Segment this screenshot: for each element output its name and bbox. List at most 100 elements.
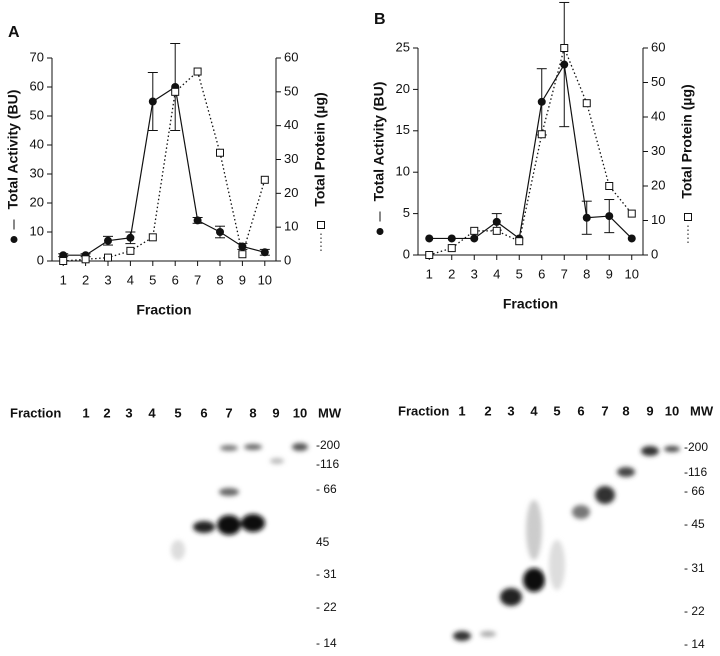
y-tick-label: 20 (396, 81, 410, 96)
gel-lane-label: 3 (507, 403, 514, 418)
point (104, 253, 112, 262)
gel-marker-label: -200 (684, 440, 708, 454)
gel-marker-label: -116 (684, 465, 707, 479)
gel-lane-label: 5 (553, 403, 560, 418)
point (148, 97, 157, 106)
y2-tick-label: 60 (284, 49, 298, 64)
x-tick-label: 10 (258, 272, 272, 287)
gel-lane-label: 8 (622, 403, 629, 418)
point (560, 44, 569, 52)
point (193, 67, 202, 76)
gel-lane-label: 9 (646, 403, 653, 418)
legend-marker (317, 221, 325, 229)
gel-bands (171, 443, 680, 641)
y2-axis-label: Total Protein (µg) (679, 84, 695, 198)
point (171, 87, 180, 96)
point (605, 182, 614, 190)
gel-marker-label: - 45 (684, 517, 705, 531)
gel-marker-label: - 14 (316, 636, 337, 650)
point (238, 242, 247, 251)
panel-label: B (374, 11, 386, 28)
legend-marker (684, 213, 692, 221)
point (605, 212, 614, 221)
x-tick-label: 2 (82, 272, 89, 287)
point (470, 234, 479, 243)
y2-tick-label: 50 (651, 74, 665, 89)
gel-lane-label: 7 (225, 405, 232, 420)
gel-marker-label: - 14 (684, 637, 705, 651)
point (59, 257, 68, 265)
point (582, 213, 591, 222)
y2-tick-label: 50 (284, 83, 298, 98)
x-tick-label: 9 (606, 266, 613, 281)
gel-lane-label: 4 (148, 405, 156, 420)
gel-lane-label: 10 (665, 403, 679, 418)
x-tick-label: 6 (538, 266, 545, 281)
gel-lane-label: 6 (577, 403, 584, 418)
x-tick-label: 3 (104, 272, 111, 287)
point (447, 244, 456, 253)
point (537, 97, 546, 106)
gel-lane-label: 1 (458, 403, 465, 418)
y2-tick-label: 40 (284, 117, 298, 132)
point (260, 248, 269, 257)
y2-tick-label: 20 (651, 177, 665, 192)
gel-marker-label: 45 (316, 535, 330, 549)
x-tick-label: 2 (448, 266, 455, 281)
gel-lane-label: 1 (82, 405, 89, 420)
gel-marker-label: - 22 (684, 604, 705, 618)
gel-lane-label: 5 (174, 405, 181, 420)
y-tick-label: 40 (30, 136, 44, 151)
point (148, 233, 157, 242)
y2-tick-label: 30 (284, 151, 298, 166)
point (238, 250, 247, 259)
x-tick-label: 8 (583, 266, 590, 281)
y2-tick-label: 10 (651, 212, 665, 227)
panel-label: A (8, 24, 20, 41)
legend-marker (376, 228, 384, 235)
gel-marker-label: - 66 (684, 484, 705, 498)
gel-lane-header: Fraction (10, 405, 61, 420)
point (627, 234, 636, 243)
point (582, 99, 591, 108)
point (193, 216, 202, 225)
x-tick-label: 8 (216, 272, 223, 287)
gel-lane-label: 3 (125, 405, 132, 420)
point (104, 236, 112, 245)
series-line (63, 86, 265, 256)
y2-tick-label: 30 (651, 143, 665, 158)
gel-lane-label: 6 (200, 405, 207, 420)
point (627, 209, 636, 218)
point (425, 234, 434, 243)
gel-lane-label: 2 (103, 405, 110, 420)
y-tick-label: 20 (30, 194, 44, 209)
point (470, 226, 479, 235)
x-tick-label: 10 (625, 266, 639, 281)
x-axis-label: Fraction (503, 296, 558, 312)
y-tick-label: 5 (403, 205, 410, 220)
y-axis-label: Total Activity (BU) (5, 90, 21, 210)
point (537, 130, 546, 139)
y-tick-label: 30 (30, 165, 44, 180)
y-tick-label: 50 (30, 107, 44, 122)
y-tick-label: 25 (396, 39, 410, 54)
gel-lane-label: 8 (249, 405, 256, 420)
y2-tick-label: 40 (651, 108, 665, 123)
gel-marker-label: -200 (316, 438, 340, 452)
gel-mw-header: MW (690, 403, 714, 418)
gel-lane-label: 2 (484, 403, 491, 418)
y-tick-label: 0 (403, 246, 410, 261)
series-line (429, 45, 633, 256)
x-tick-label: 6 (172, 272, 179, 287)
gel-lane-label: 10 (293, 405, 307, 420)
gel-lane-header: Fraction (398, 403, 449, 418)
y2-tick-label: 20 (284, 185, 298, 200)
y-tick-label: 70 (30, 49, 44, 64)
x-tick-label: 7 (194, 272, 201, 287)
gel-mw-header: MW (318, 405, 342, 420)
series-line (63, 70, 266, 262)
point (447, 234, 456, 243)
gel-lane-label: 9 (272, 405, 279, 420)
x-tick-label: 1 (426, 266, 433, 281)
